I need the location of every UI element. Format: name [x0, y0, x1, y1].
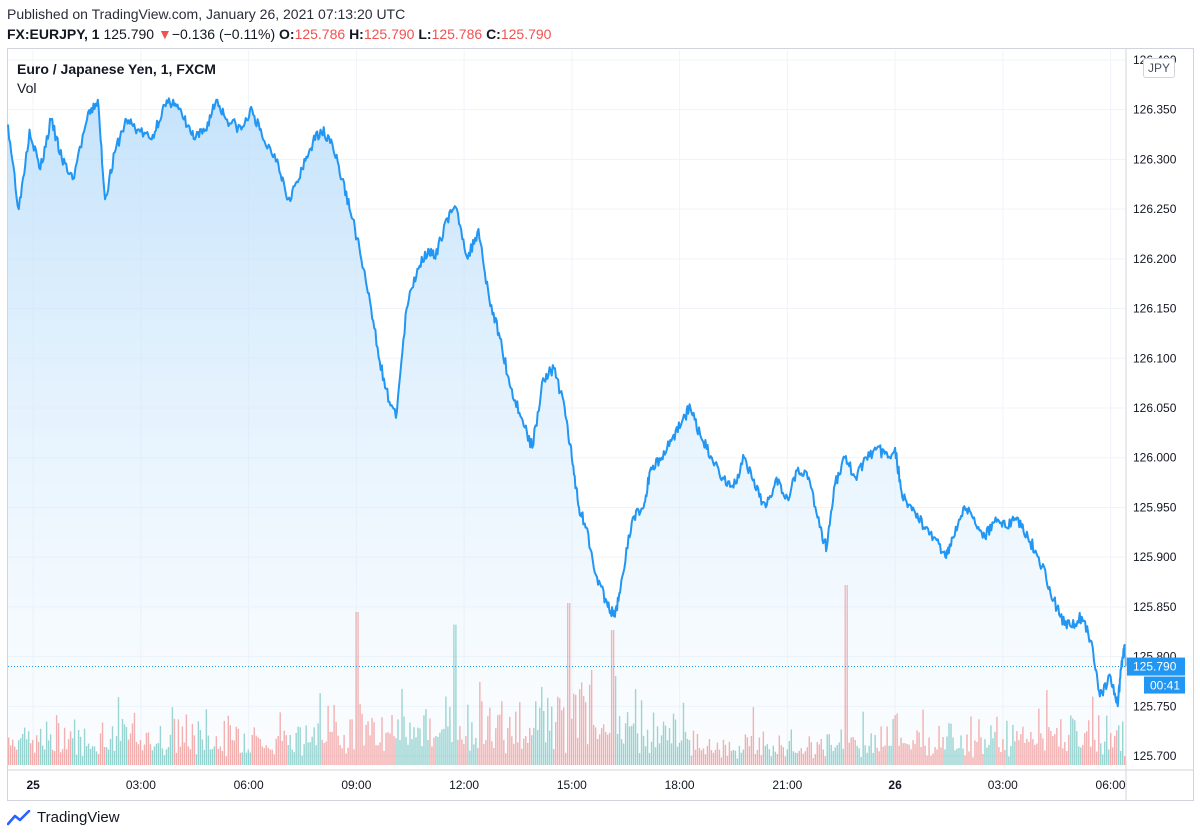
- y-tick-label: 125.750: [1133, 699, 1177, 713]
- symbol-label: FX:EURJPY, 1: [7, 26, 100, 42]
- close-value: 125.790: [500, 26, 552, 42]
- high-label: H:: [349, 26, 364, 42]
- last-price-tag: [1127, 657, 1185, 676]
- tradingview-brand: TradingView: [37, 809, 120, 826]
- tradingview-logo[interactable]: TradingView: [7, 809, 120, 826]
- x-tick-label: 09:00: [341, 778, 371, 792]
- y-tick-label: 126.250: [1133, 202, 1177, 216]
- down-arrow-icon: ▼: [157, 26, 172, 42]
- open-label: O:: [279, 26, 295, 42]
- y-tick-label: 126.150: [1133, 302, 1177, 316]
- y-tick-label: 125.850: [1133, 600, 1177, 614]
- x-tick-label: 03:00: [988, 778, 1018, 792]
- x-tick-label: 15:00: [557, 778, 587, 792]
- countdown-tag: [1144, 676, 1185, 694]
- x-tick-label: 26: [888, 778, 902, 792]
- currency-button[interactable]: JPY: [1143, 58, 1175, 78]
- y-tick-label: 125.900: [1133, 550, 1177, 564]
- y-tick-label: 126.200: [1133, 252, 1177, 266]
- last-price: 125.790: [103, 26, 155, 42]
- x-tick-label: 18:00: [665, 778, 695, 792]
- x-tick-label: 06:00: [234, 778, 264, 792]
- open-value: 125.786: [294, 26, 346, 42]
- countdown-tag-label: 00:41: [1150, 679, 1180, 693]
- quote-summary: FX:EURJPY, 1 125.790 ▼−0.136 (−0.11%) O:…: [7, 26, 551, 42]
- close-label: C:: [486, 26, 501, 42]
- tradingview-logo-icon: [7, 809, 31, 825]
- high-value: 125.790: [363, 26, 415, 42]
- y-tick-label: 125.700: [1133, 749, 1177, 763]
- low-value: 125.786: [431, 26, 483, 42]
- published-caption: Published on TradingView.com, January 26…: [7, 6, 406, 22]
- volume-legend: Vol: [17, 80, 37, 96]
- price-line: [7, 97, 1127, 708]
- y-tick-label: 126.050: [1133, 401, 1177, 415]
- x-tick-label: 25: [26, 778, 40, 792]
- x-tick-label: 06:00: [1096, 778, 1126, 792]
- price-area-fill: [8, 98, 1126, 767]
- y-tick-label: 125.950: [1133, 500, 1177, 514]
- last-price-tag-label: 125.790: [1133, 660, 1177, 674]
- low-label: L:: [418, 26, 432, 42]
- x-tick-label: 03:00: [126, 778, 156, 792]
- y-tick-label: 126.300: [1133, 152, 1177, 166]
- y-tick-label: 126.350: [1133, 103, 1177, 117]
- x-tick-label: 12:00: [449, 778, 479, 792]
- x-tick-label: 21:00: [772, 778, 802, 792]
- y-tick-label: 126.000: [1133, 451, 1177, 465]
- price-change: −0.136 (−0.11%): [171, 26, 276, 42]
- y-tick-label: 126.100: [1133, 351, 1177, 365]
- pane-title: Euro / Japanese Yen, 1, FXCM: [17, 61, 216, 77]
